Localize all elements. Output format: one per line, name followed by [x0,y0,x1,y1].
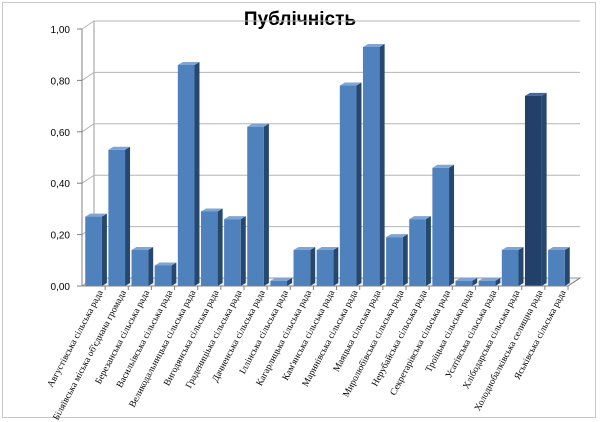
chart-title: Публічність [243,9,357,30]
bar-top [386,234,408,238]
bar-side [379,43,385,286]
bar-top [478,277,501,281]
bar-side [333,247,339,286]
bar-top [108,146,131,150]
bar [339,85,357,286]
bar [478,280,496,286]
bar-top [85,213,107,217]
bar [432,167,450,286]
bar-side [310,247,316,286]
bar-top [270,277,293,281]
bar [270,280,288,286]
bar-side [240,216,246,286]
bar-side [263,123,269,286]
y-tick-label: 1,00 [51,25,71,36]
bar-side [541,92,547,286]
bar [524,95,542,286]
y-tick-label: 0,60 [51,128,71,139]
bar-side [472,277,478,286]
bar-top [432,164,455,168]
gridline [81,123,580,133]
bar-side [148,247,154,286]
y-tick-label: 0,80 [51,76,71,87]
y-tick-label: 0,00 [51,282,71,293]
bar-top [362,43,385,47]
bar [85,216,102,286]
bar-top [247,123,269,127]
bar-side [287,277,293,286]
bar [501,250,519,286]
bar [316,250,334,286]
bar-side [194,61,200,287]
bar-side [425,216,431,286]
bar-top [524,92,547,96]
bar-top [200,208,223,212]
bar-side [402,234,408,286]
bar [154,265,172,286]
gridline [81,174,580,184]
bar-top [501,247,524,251]
bar [224,219,241,286]
bar [131,250,149,286]
bar [455,280,473,286]
bar-side [217,208,223,286]
bar [247,126,264,286]
bar-top [339,82,362,86]
gridline [81,226,580,236]
bar [293,250,311,286]
bar-side [564,247,570,286]
gridline [81,71,580,81]
bar-side [495,277,501,286]
bar [362,46,380,286]
bar-side [125,146,131,286]
bar [200,211,218,286]
bar [108,149,126,286]
x-axis-depth [567,277,581,287]
bar-top [409,216,431,220]
chart-frame [2,2,596,418]
y-tick-label: 0,20 [51,231,71,242]
gridline [81,20,580,30]
bar-top [224,216,246,220]
bar [548,250,565,286]
bar-top [177,61,200,65]
bar-top [316,247,339,251]
y-tick-label: 0,40 [51,179,71,190]
bar-side [449,164,455,286]
bar-top [293,247,316,251]
bar-side [356,82,362,286]
bar-side [518,247,524,286]
bar-side [101,213,107,286]
bar [409,219,426,286]
bar-top [131,247,154,251]
bar [386,237,403,286]
bar-top [455,277,478,281]
bar-top [548,247,570,251]
bar-side [171,262,177,286]
bar [177,64,195,286]
bar-top [154,262,177,266]
